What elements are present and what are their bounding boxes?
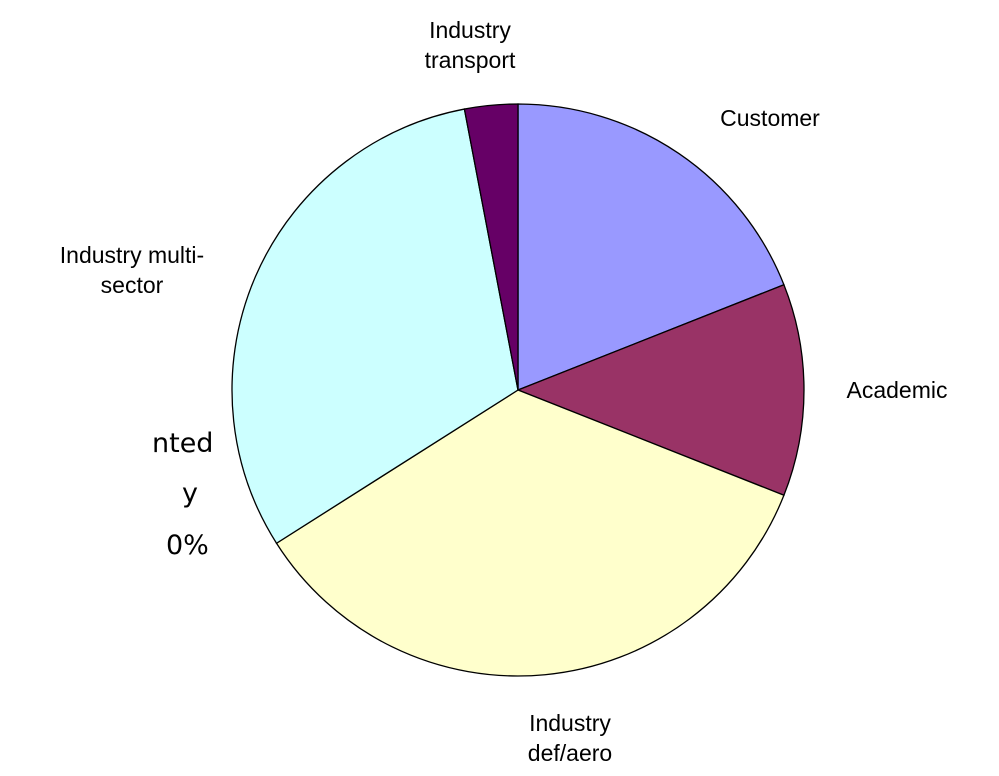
- cropped-text: 0%: [166, 530, 209, 561]
- pie-slice: [517, 103, 785, 391]
- cropped-text: nted: [152, 428, 214, 459]
- slice-label: Industry def/aero: [527, 710, 613, 766]
- pie-slice: [463, 103, 519, 391]
- slice-label: Customer: [720, 105, 820, 131]
- pie-slice: [275, 389, 785, 677]
- slice-label: Industry multi- sector: [59, 242, 205, 298]
- slice-label: Academic: [846, 377, 948, 403]
- slice-label: Industry transport: [424, 17, 516, 73]
- pie-slice: [231, 108, 519, 545]
- pie-slice: [516, 283, 805, 497]
- cropped-text: y: [182, 478, 198, 509]
